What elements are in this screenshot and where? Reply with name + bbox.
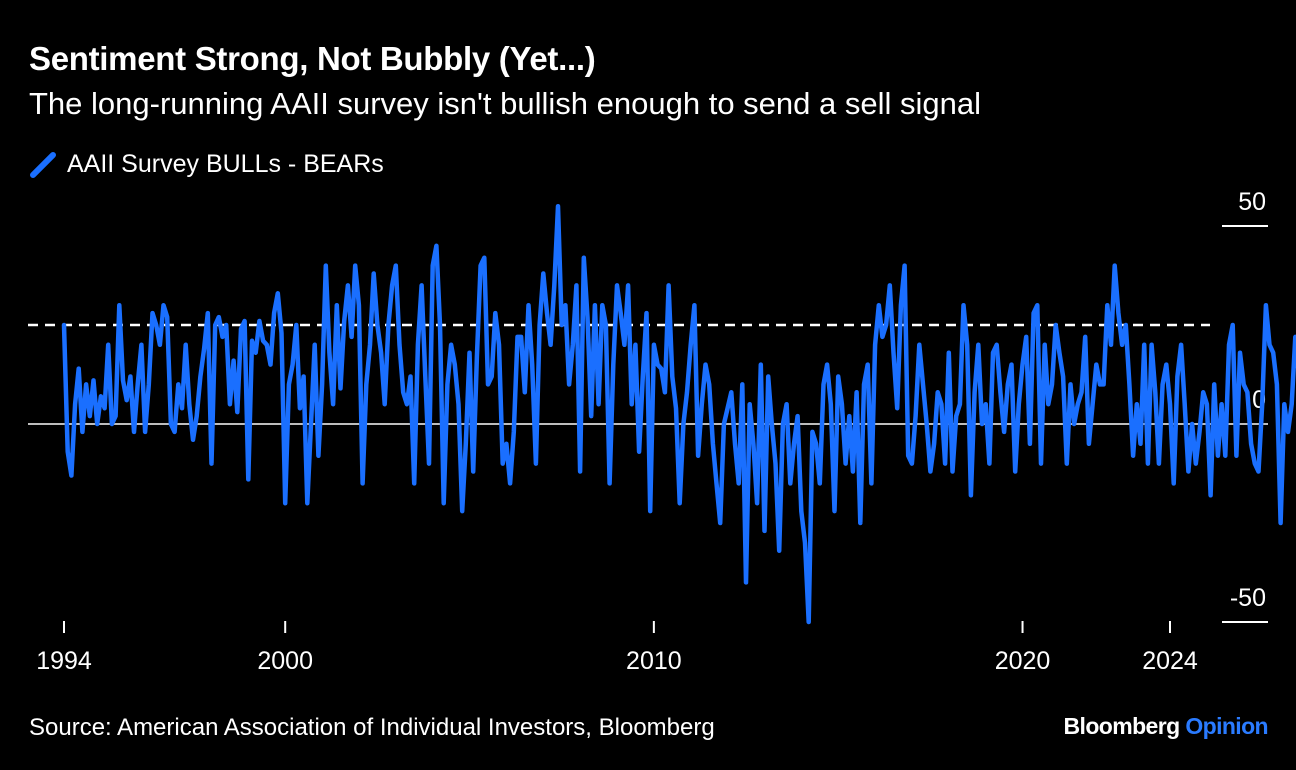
legend: AAII Survey BULLs - BEARs <box>29 150 384 179</box>
source-note: Source: American Association of Individu… <box>29 714 715 741</box>
x-tick-label: 2010 <box>626 647 682 675</box>
x-tick-label: 2000 <box>257 647 313 675</box>
brand-name: Bloomberg <box>1063 713 1181 739</box>
brand-section: Opinion <box>1185 713 1268 739</box>
x-tick-label: 2020 <box>995 647 1051 675</box>
chart-title: Sentiment Strong, Not Bubbly (Yet...) <box>29 40 596 77</box>
y-tick-label: -50 <box>1230 584 1266 612</box>
chart-subtitle: The long-running AAII survey isn't bulli… <box>29 86 981 121</box>
brand-logo: Bloomberg Opinion <box>1063 713 1269 740</box>
y-tick-label: 50 <box>1238 188 1266 216</box>
x-tick-label: 2024 <box>1142 647 1198 675</box>
diagonal-line-icon <box>30 151 56 178</box>
x-tick-label: 1994 <box>36 647 92 675</box>
series-line <box>61 203 1296 625</box>
legend-label: AAII Survey BULLs - BEARs <box>67 150 384 178</box>
